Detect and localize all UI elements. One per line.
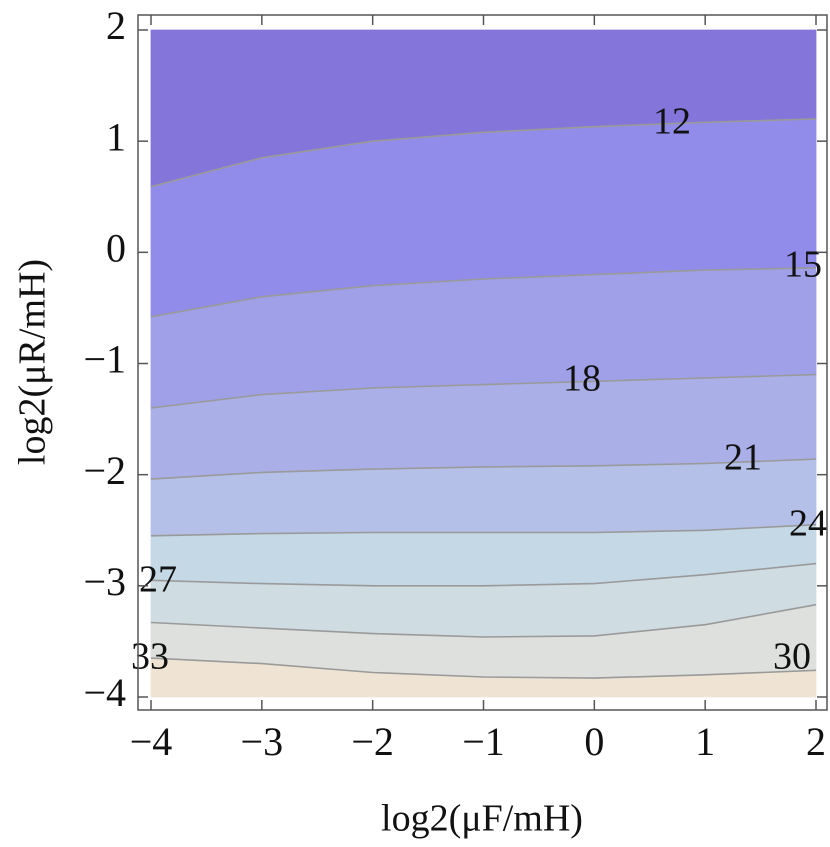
y-tick-label: −3	[83, 559, 126, 604]
y-tick-label: 1	[106, 114, 126, 159]
contour-label: 18	[563, 358, 601, 400]
contour-label: 15	[784, 244, 822, 286]
contour-line	[150, 118, 817, 188]
contour-label: 33	[131, 636, 169, 678]
x-tick-label: 1	[695, 719, 715, 764]
x-tick-label: −1	[462, 719, 505, 764]
contour-line	[150, 458, 817, 480]
contour-line	[150, 267, 817, 318]
plot-area	[150, 29, 817, 698]
x-tick-label: −3	[241, 719, 284, 764]
contour-label: 21	[724, 437, 762, 479]
x-axis-label: log2(μF/mH)	[381, 798, 583, 840]
y-tick-label: −1	[83, 337, 126, 382]
frame	[137, 14, 828, 711]
x-tick-label: −2	[351, 719, 394, 764]
contour-line	[150, 562, 817, 587]
y-tick-label: 2	[106, 3, 126, 48]
contour-label: 27	[139, 559, 177, 601]
contour-line	[150, 373, 817, 409]
contour-label: 30	[773, 636, 811, 678]
y-tick-label: −4	[83, 670, 126, 715]
y-tick-label: −2	[83, 448, 126, 493]
contour-label: 12	[653, 101, 691, 143]
contour-line	[150, 603, 817, 638]
x-tick-label: −4	[130, 719, 173, 764]
contour-label: 24	[789, 503, 827, 545]
x-tick-label: 0	[584, 719, 604, 764]
x-tick-label: 2	[806, 719, 826, 764]
contour-line	[150, 523, 817, 537]
y-axis-label: log2(μR/mH)	[12, 259, 54, 465]
contour-line	[150, 657, 817, 679]
y-tick-label: 0	[106, 226, 126, 271]
